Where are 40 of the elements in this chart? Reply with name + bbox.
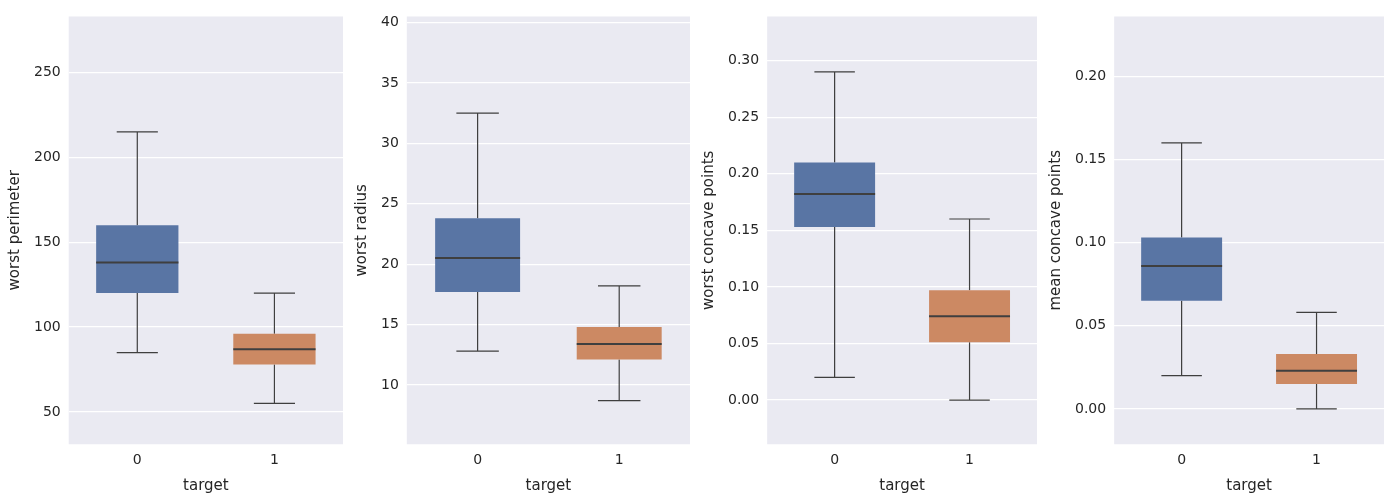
y-tick-label: 100 xyxy=(33,317,61,334)
y-tick-label: 0.00 xyxy=(1075,399,1107,416)
x-tick-label: 0 xyxy=(473,451,483,468)
x-axis-title: target xyxy=(879,475,926,494)
x-tick-label: 0 xyxy=(830,451,840,468)
y-tick-label: 0.25 xyxy=(728,107,760,124)
y-tick-label: 0.05 xyxy=(728,334,760,351)
y-tick-label: 0.30 xyxy=(728,51,760,68)
x-tick-label: 1 xyxy=(965,451,974,468)
y-axis-title: worst perimeter xyxy=(4,169,23,291)
x-tick-label: 1 xyxy=(614,451,624,468)
y-tick-label: 0.05 xyxy=(1075,316,1107,333)
x-tick-label: 1 xyxy=(269,451,279,468)
y-tick-label: 0.00 xyxy=(728,390,760,407)
x-tick-label: 0 xyxy=(132,451,142,468)
y-tick-label: 250 xyxy=(33,63,61,80)
y-tick-label: 150 xyxy=(33,232,61,249)
x-axis-title: target xyxy=(183,475,229,494)
y-tick-label: 200 xyxy=(33,147,61,164)
y-tick-label: 50 xyxy=(42,402,61,419)
x-axis-title: target xyxy=(525,475,572,494)
x-tick-label: 1 xyxy=(1312,451,1321,468)
y-tick-label: 10 xyxy=(380,375,399,392)
y-tick-label: 35 xyxy=(380,73,399,90)
y-tick-label: 40 xyxy=(380,13,399,30)
y-tick-label: 15 xyxy=(380,315,399,332)
y-tick-label: 0.20 xyxy=(728,164,760,181)
y-axis-title: worst concave points xyxy=(698,150,717,310)
y-tick-label: 0.20 xyxy=(1075,66,1107,83)
x-tick-label: 0 xyxy=(1177,451,1187,468)
y-tick-label: 0.10 xyxy=(1075,233,1107,250)
y-tick-label: 0.15 xyxy=(1075,150,1107,167)
y-tick-label: 0.10 xyxy=(728,277,760,294)
y-tick-label: 25 xyxy=(380,194,399,211)
y-tick-label: 20 xyxy=(380,254,399,271)
x-axis-title: target xyxy=(1226,475,1273,494)
y-tick-label: 30 xyxy=(380,133,399,150)
y-tick-label: 0.15 xyxy=(728,220,760,237)
y-axis-title: mean concave points xyxy=(1045,149,1064,311)
y-axis-title: worst radius xyxy=(351,183,370,277)
